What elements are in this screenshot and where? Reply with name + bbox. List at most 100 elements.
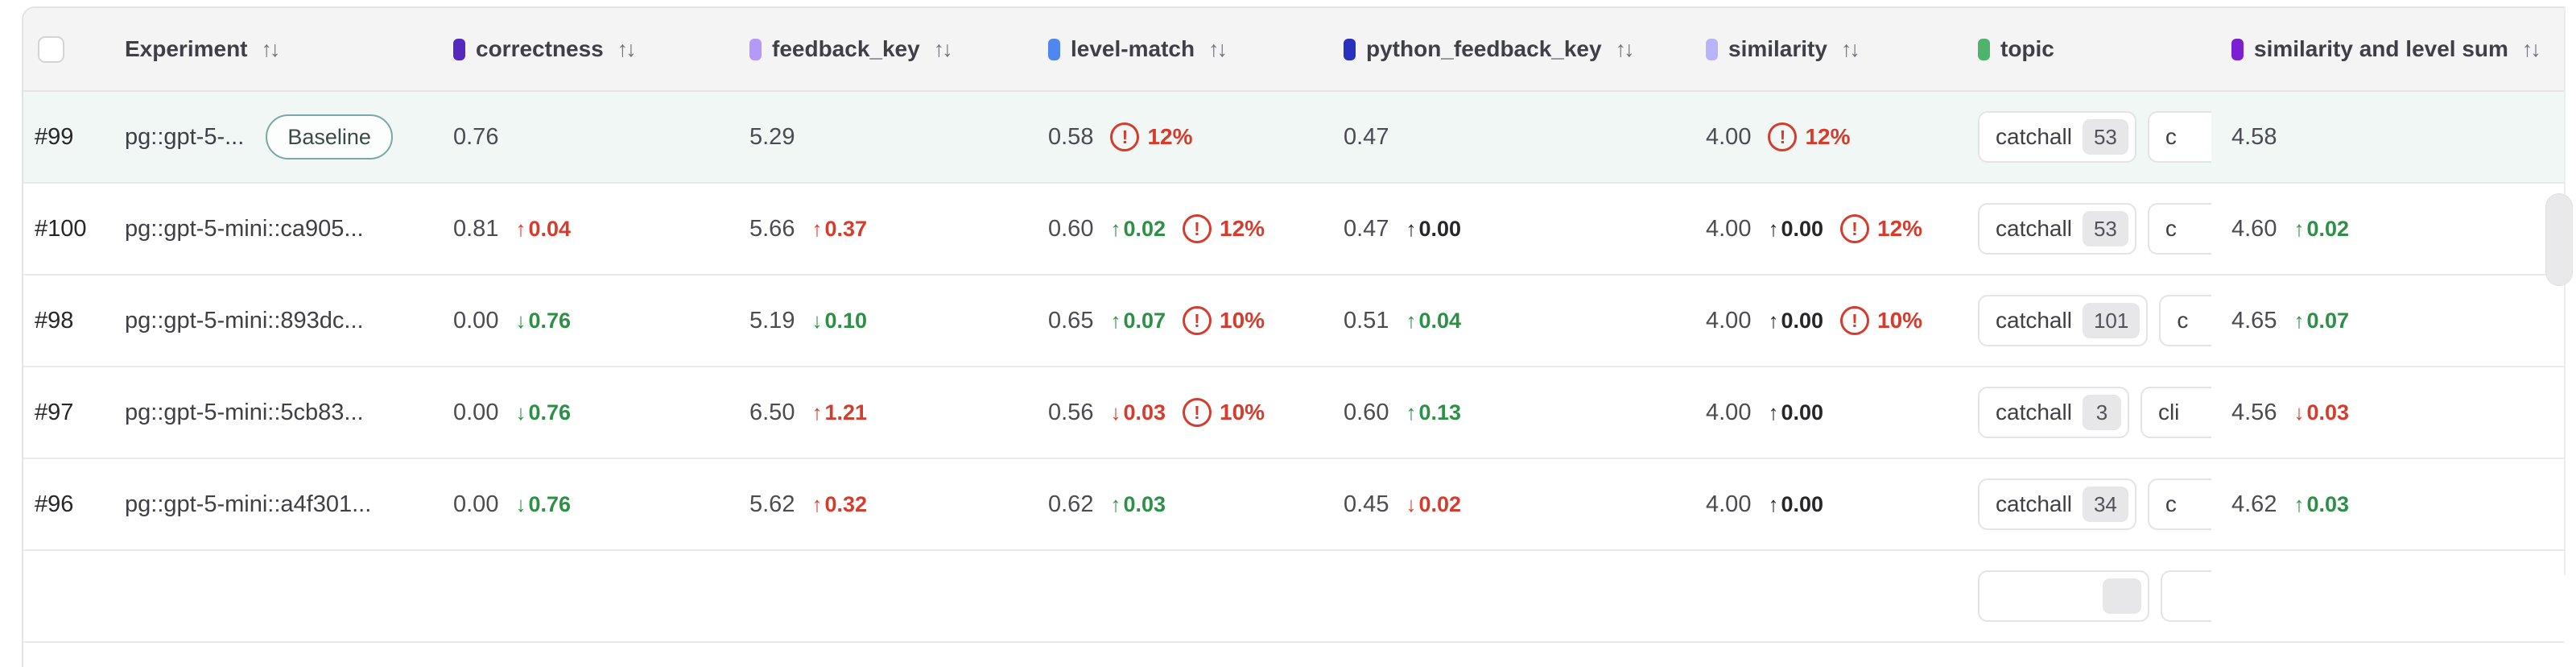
experiment-name[interactable]: pg::gpt-5-mini::a4f301... [125,491,371,518]
topic-chip[interactable]: c [2159,295,2211,346]
metric-value: 0.00 [453,400,498,426]
table-row[interactable]: #100 pg::gpt-5-mini::ca905... 0.81 ↑0.04… [23,184,2564,276]
metric-delta: ↑0.37 [811,217,867,242]
topic-chip[interactable]: c [2148,111,2211,163]
topic-chip[interactable]: c [2148,203,2211,255]
column-header-similarity-and-level-sum[interactable]: similarity and level sum ↑↓ [2211,8,2564,90]
row-number: #96 [35,491,73,518]
table-row[interactable] [23,551,2564,643]
delta-arrow-icon: ↑ [2293,217,2304,242]
table-row[interactable]: #99 pg::gpt-5-... Baseline 0.76 5.29 0.5… [23,92,2564,184]
sort-icon[interactable]: ↑↓ [1616,37,1633,62]
feedback-key-cell: 6.50 ↑1.21 [730,367,1032,458]
sort-icon[interactable]: ↑↓ [262,37,279,62]
python-feedback-key-cell: 0.47 [1330,92,1688,182]
delta-arrow-icon: ↑ [1768,400,1778,425]
delta-arrow-icon: ↑ [1110,217,1121,242]
similarity-and-level-sum-cell: 4.60 ↑0.02 [2211,184,2564,274]
delta-arrow-icon: ↓ [2293,400,2304,425]
table-row[interactable]: #98 pg::gpt-5-mini::893dc... 0.00 ↓0.76 … [23,276,2564,367]
metric-delta: ↑0.00 [1768,309,1823,334]
experiment-name[interactable]: pg::gpt-5-mini::ca905... [125,216,364,242]
correctness-cell: 0.00 ↓0.76 [440,459,730,549]
sort-icon[interactable]: ↑↓ [1208,37,1225,62]
select-all-checkbox[interactable] [38,36,64,63]
delta-arrow-icon: ↓ [811,309,822,334]
correctness-cell: 0.00 ↓0.76 [440,276,730,366]
topic-chip[interactable]: c [2148,478,2211,530]
table-row[interactable]: #97 pg::gpt-5-mini::5cb83... 0.00 ↓0.76 … [23,367,2564,459]
sort-icon[interactable]: ↑↓ [1841,37,1858,62]
metric-value: 0.00 [453,491,498,518]
metric-delta: ↓0.76 [515,400,571,425]
sort-icon[interactable]: ↑↓ [934,37,951,62]
vertical-scrollbar-thumb[interactable] [2545,193,2573,286]
delta-arrow-icon: ↓ [515,309,526,334]
metric-delta: ↓0.76 [515,309,571,334]
metric-value: 0.47 [1344,216,1389,242]
column-header-feedback-key[interactable]: feedback_key ↑↓ [730,8,1032,90]
delta-arrow-icon: ↑ [515,217,526,242]
sort-icon[interactable]: ↑↓ [2522,37,2539,62]
similarity-cell: 4.00 ↑0.00 [1688,459,1966,549]
regression-warning: !12% [1840,214,1922,243]
table-header: Experiment ↑↓ correctness ↑↓ feedback_ke… [23,8,2564,92]
metric-delta: ↓0.02 [1406,492,1461,517]
column-header-similarity[interactable]: similarity ↑↓ [1688,8,1966,90]
metric-value: 0.58 [1048,124,1093,151]
experiment-name[interactable]: pg::gpt-5-mini::893dc... [125,308,364,334]
row-number: #98 [35,308,73,334]
metric-value: 4.60 [2231,216,2277,242]
level-match-cell: 0.62 ↑0.03 [1032,459,1330,549]
python-feedback-key-cell: 0.60 ↑0.13 [1330,367,1688,458]
topic-chip[interactable]: cli [2140,387,2211,438]
metric-color-dot [1344,39,1356,60]
row-number: #100 [35,216,87,242]
column-header-level-match[interactable]: level-match ↑↓ [1032,8,1330,90]
similarity-and-level-sum-cell: 4.65 ↑0.07 [2211,276,2564,366]
metric-color-dot [749,39,762,60]
topic-chip-label: c [2165,124,2177,150]
column-header-correctness[interactable]: correctness ↑↓ [440,8,730,90]
experiment-name[interactable]: pg::gpt-5-mini::5cb83... [125,400,364,426]
metric-delta: ↑0.07 [1110,309,1166,334]
delta-arrow-icon: ↓ [515,492,526,517]
column-header-experiment[interactable]: Experiment ↑↓ [114,8,440,90]
table-row[interactable]: #96 pg::gpt-5-mini::a4f301... 0.00 ↓0.76… [23,459,2564,551]
topic-chip-label: catchall [1996,491,2072,517]
similarity-and-level-sum-cell: 4.58 [2211,92,2564,182]
metric-delta: ↑0.00 [1768,492,1823,517]
metric-value: 0.65 [1048,308,1093,334]
sort-icon[interactable]: ↑↓ [617,37,634,62]
delta-arrow-icon: ↑ [811,400,822,425]
level-match-cell: 0.56 ↓0.03 !10% [1032,367,1330,458]
delta-arrow-icon: ↑ [2293,309,2304,334]
regression-warning: !12% [1768,122,1850,151]
metric-value: 0.76 [453,124,498,151]
delta-arrow-icon: ↓ [1406,492,1416,517]
column-label: feedback_key [772,36,920,62]
column-label: level-match [1071,36,1195,62]
topic-chip-count-badge: 53 [2083,211,2128,246]
feedback-key-cell: 5.19 ↓0.10 [730,276,1032,366]
experiment-name[interactable]: pg::gpt-5-... [125,124,244,151]
delta-arrow-icon: ↑ [1110,309,1121,334]
topic-chip-label: c [2165,216,2177,242]
similarity-cell: 4.00 ↑0.00 [1688,367,1966,458]
vertical-scrollbar-track[interactable] [2564,6,2576,575]
topic-chip[interactable] [2161,570,2211,622]
column-header-topic[interactable]: topic [1966,8,2211,90]
row-number: #97 [35,400,73,426]
python-feedback-key-cell: 0.47 ↑0.00 [1330,184,1688,274]
metric-delta: ↑0.32 [811,492,867,517]
topic-chip[interactable] [1978,570,2149,622]
correctness-cell: 0.81 ↑0.04 [440,184,730,274]
column-header-python-feedback-key[interactable]: python_feedback_key ↑↓ [1330,8,1688,90]
metric-value: 4.00 [1706,216,1751,242]
